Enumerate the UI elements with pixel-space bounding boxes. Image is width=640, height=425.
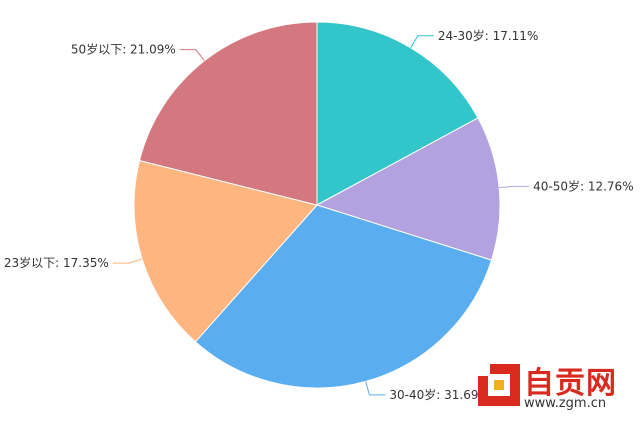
slice-label: 30-40岁: 31.69% [389, 387, 489, 402]
pie-slice-50 [138, 21, 318, 206]
slice-label: 40-50岁: 12.76% [533, 178, 633, 193]
watermark-url: www.zgm.cn [524, 396, 607, 411]
pie-slice-23 [133, 159, 318, 343]
leader-lines [112, 35, 530, 396]
logo-mark-icon [478, 364, 520, 406]
leader-line [112, 258, 143, 264]
slice-labels: 24-30岁: 17.11% 40-50岁: 12.76% 30-40岁: 31.6… [4, 28, 634, 402]
watermark-brand: 自贡网 [524, 366, 617, 401]
pie-slices [133, 21, 501, 389]
leader-line [499, 185, 530, 189]
pie-slice-30-40 [194, 204, 493, 389]
leader-line [410, 35, 434, 49]
leader-line [179, 49, 205, 62]
slice-label: 24-30岁: 17.11% [438, 28, 538, 43]
slice-label: 23岁以下: 17.35% [4, 255, 109, 270]
leader-line [365, 381, 386, 396]
pie-slice-40-50 [315, 117, 501, 261]
slice-label: 50岁以下: 21.09% [71, 42, 176, 57]
watermark-logo: 自贡网 www.zgm.cn [476, 356, 636, 418]
